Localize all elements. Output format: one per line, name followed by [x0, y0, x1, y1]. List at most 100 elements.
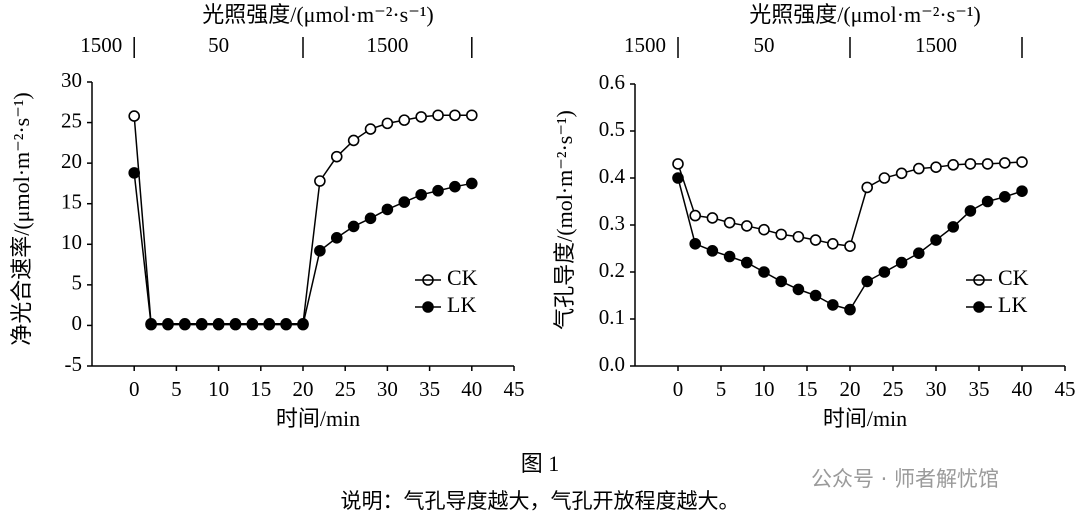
x-tick-label: 0	[129, 377, 140, 401]
x-tick-label: 45	[504, 377, 525, 401]
light-label: 1500	[80, 33, 122, 57]
data-point	[861, 181, 874, 194]
data-point	[689, 209, 702, 222]
data-point	[758, 223, 770, 236]
x-tick-label: 5	[171, 377, 182, 401]
legend-label: LK	[447, 292, 476, 317]
data-point	[998, 191, 1011, 203]
data-point	[964, 205, 977, 217]
data-point	[246, 318, 259, 331]
data-point	[128, 167, 140, 179]
light-label: 50	[754, 33, 775, 57]
x-tick-label: 30	[377, 377, 398, 401]
data-point	[263, 318, 276, 331]
y-tick-label: 25	[61, 108, 82, 132]
y-tick-label: 0.3	[599, 211, 625, 235]
data-point	[740, 256, 753, 269]
figure-caption: 图 1	[521, 451, 560, 476]
data-point	[775, 275, 788, 288]
x-tick-label: 40	[461, 377, 482, 401]
data-point	[792, 283, 805, 296]
data-point	[1016, 185, 1028, 197]
data-point	[723, 216, 736, 229]
figure-note: 说明：气孔导度越大，气孔开放程度越大。	[341, 489, 740, 513]
chart-title: 光照强度/(μmol·m⁻²·s⁻¹)	[749, 2, 981, 27]
data-point	[844, 240, 856, 252]
data-point	[297, 318, 309, 331]
data-point	[432, 184, 444, 197]
data-point	[381, 203, 394, 216]
y-tick-label: 20	[61, 149, 82, 173]
light-label: 50	[208, 33, 229, 57]
data-point	[672, 172, 684, 184]
data-point	[740, 220, 753, 232]
data-point	[723, 250, 736, 263]
data-point	[364, 212, 377, 225]
data-point	[364, 123, 377, 135]
data-point	[415, 111, 427, 123]
y-tick-label: 0.6	[599, 70, 625, 94]
data-point	[775, 228, 788, 241]
series-line	[133, 114, 472, 325]
x-tick-label: 15	[797, 377, 818, 401]
y-tick-label: -5	[65, 352, 83, 376]
y-tick-label: 10	[61, 230, 82, 254]
data-point	[195, 318, 208, 331]
x-tick-label: 30	[926, 377, 947, 401]
x-tick-label: 20	[840, 377, 861, 401]
x-tick-label: 20	[293, 377, 314, 401]
data-point	[998, 157, 1011, 169]
watermark: 公众号 · 师者解忧馆	[811, 467, 999, 491]
x-axis-label: 时间/min	[276, 406, 360, 431]
data-point	[878, 172, 891, 184]
data-point	[689, 238, 702, 250]
data-point	[347, 220, 360, 233]
data-point	[964, 158, 977, 170]
data-point	[465, 177, 478, 190]
data-point	[844, 303, 856, 316]
data-point	[280, 318, 292, 331]
data-point	[162, 318, 174, 331]
x-tick-label: 5	[716, 377, 727, 401]
data-point	[930, 234, 942, 246]
y-tick-label: 30	[61, 68, 82, 92]
x-tick-label: 10	[208, 377, 229, 401]
series-line	[677, 161, 1023, 247]
y-axis-label: 气孔导度/(mol·m⁻²·s⁻¹)	[552, 110, 577, 330]
y-tick-label: 5	[72, 271, 83, 295]
data-point	[861, 275, 874, 288]
data-point	[465, 109, 478, 122]
x-tick-label: 25	[335, 377, 356, 401]
x-tick-label: 25	[883, 377, 904, 401]
data-point	[449, 109, 461, 122]
data-point	[330, 150, 343, 163]
data-point	[347, 134, 360, 147]
light-label: 1500	[624, 33, 666, 57]
x-tick-label: 0	[673, 377, 684, 401]
data-point	[981, 158, 994, 170]
y-axis-label: 净光合速率/(μmol·m⁻²·s⁻¹)	[9, 92, 34, 346]
data-point	[826, 238, 839, 250]
legend-label: CK	[998, 265, 1029, 290]
data-point	[758, 266, 770, 278]
data-point	[878, 266, 891, 278]
light-label: 1500	[915, 33, 957, 57]
x-tick-label: 35	[419, 377, 440, 401]
data-point	[706, 245, 719, 257]
x-tick-label: 45	[1055, 377, 1076, 401]
legend-label: CK	[447, 265, 478, 290]
x-tick-label: 35	[969, 377, 990, 401]
data-point	[826, 299, 839, 311]
data-point	[792, 230, 805, 243]
data-point	[398, 114, 411, 126]
chart-title: 光照强度/(μmol·m⁻²·s⁻¹)	[202, 2, 434, 27]
data-point	[912, 247, 925, 259]
y-tick-label: 0.0	[599, 352, 625, 376]
data-point	[432, 109, 444, 122]
data-point	[229, 318, 242, 331]
y-tick-label: 15	[61, 190, 82, 214]
x-tick-label: 40	[1012, 377, 1033, 401]
data-point	[314, 175, 326, 187]
data-point	[895, 256, 908, 269]
